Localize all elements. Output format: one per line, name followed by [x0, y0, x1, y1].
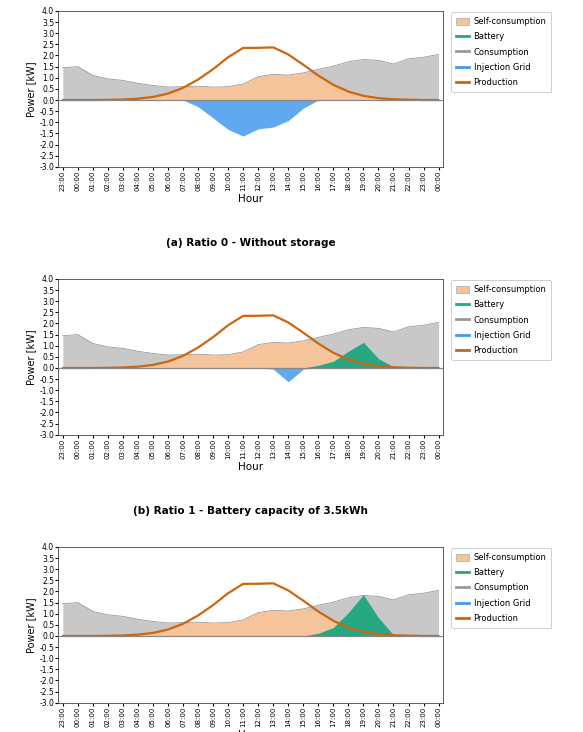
Legend: Self-consumption, Battery, Consumption, Injection Grid, Production: Self-consumption, Battery, Consumption, …: [451, 548, 552, 628]
Legend: Self-consumption, Battery, Consumption, Injection Grid, Production: Self-consumption, Battery, Consumption, …: [451, 280, 552, 360]
X-axis label: Hour: Hour: [238, 730, 264, 732]
Y-axis label: Power [kW]: Power [kW]: [26, 61, 37, 116]
Legend: Self-consumption, Battery, Consumption, Injection Grid, Production: Self-consumption, Battery, Consumption, …: [451, 12, 552, 92]
Y-axis label: Power [kW]: Power [kW]: [26, 329, 37, 384]
Y-axis label: Power [kW]: Power [kW]: [26, 597, 37, 653]
Text: (a) Ratio 0 - Without storage: (a) Ratio 0 - Without storage: [166, 239, 335, 248]
X-axis label: Hour: Hour: [238, 462, 264, 472]
X-axis label: Hour: Hour: [238, 194, 264, 204]
Text: (b) Ratio 1 - Battery capacity of 3.5kWh: (b) Ratio 1 - Battery capacity of 3.5kWh: [134, 507, 368, 516]
